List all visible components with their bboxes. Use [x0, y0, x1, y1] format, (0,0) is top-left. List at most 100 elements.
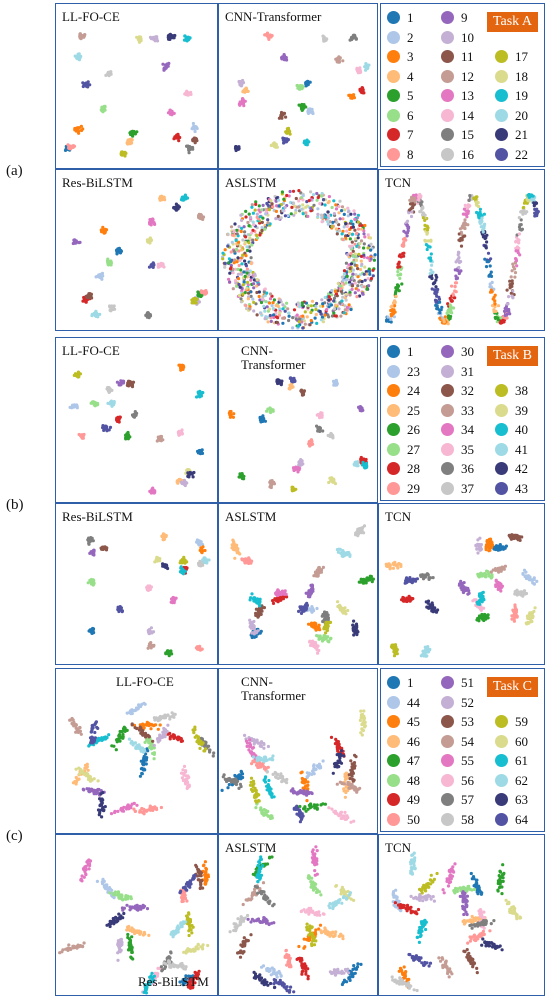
point [510, 279, 514, 283]
point [271, 601, 276, 605]
point [244, 89, 249, 93]
point [103, 427, 108, 431]
point [272, 143, 276, 147]
scatter [384, 533, 539, 658]
point [254, 202, 258, 206]
point [343, 308, 347, 312]
point [389, 320, 393, 324]
point [191, 147, 195, 151]
point [362, 578, 366, 582]
point [405, 223, 409, 227]
point [252, 278, 257, 282]
tsne-panel: ASLSTM [218, 503, 378, 665]
point [257, 282, 261, 286]
point [247, 224, 251, 228]
point [338, 56, 342, 60]
point [260, 208, 264, 212]
point [508, 312, 512, 316]
point [434, 273, 438, 277]
point [278, 307, 282, 311]
point [179, 566, 183, 570]
point [248, 598, 252, 602]
point [358, 242, 362, 246]
point [345, 224, 349, 229]
point [347, 270, 351, 274]
point [336, 550, 340, 554]
point [478, 615, 482, 619]
point [290, 205, 294, 209]
point [74, 373, 78, 377]
point [494, 316, 498, 320]
point [283, 205, 287, 209]
point [522, 568, 527, 572]
point [487, 574, 491, 578]
point [301, 212, 305, 216]
point [533, 606, 537, 610]
point [303, 139, 307, 143]
point [98, 275, 102, 279]
point [236, 272, 240, 276]
point [398, 276, 402, 280]
point [344, 292, 348, 296]
point [517, 225, 522, 229]
point [266, 218, 270, 222]
point [485, 539, 489, 543]
point [257, 208, 261, 212]
point [479, 597, 483, 601]
point [371, 274, 375, 278]
point [328, 220, 332, 224]
point [185, 468, 189, 472]
point [423, 218, 427, 222]
point [335, 57, 340, 61]
point [327, 298, 331, 302]
point [463, 203, 467, 207]
point [263, 287, 267, 291]
point [239, 474, 243, 478]
point [155, 39, 160, 43]
point [239, 229, 243, 234]
point [428, 272, 432, 276]
point [488, 282, 492, 286]
point [499, 316, 503, 320]
point [267, 301, 272, 305]
point [277, 589, 281, 593]
point [69, 147, 73, 151]
point [292, 308, 297, 312]
point [255, 290, 259, 295]
point [398, 272, 403, 276]
point [515, 264, 519, 268]
point [363, 265, 367, 269]
point [245, 248, 250, 253]
point [392, 315, 396, 319]
point [296, 301, 300, 305]
point [317, 623, 321, 627]
point [330, 293, 334, 297]
point [450, 284, 454, 288]
point [481, 228, 485, 232]
point [263, 419, 267, 423]
point [340, 232, 344, 236]
point [341, 59, 345, 63]
point [350, 244, 354, 248]
point [516, 538, 520, 542]
point [130, 138, 134, 142]
point [285, 301, 289, 305]
point [429, 268, 433, 272]
point [162, 538, 166, 542]
point [450, 299, 454, 303]
point [251, 228, 255, 232]
point [180, 428, 184, 432]
point [322, 619, 326, 623]
point [318, 304, 322, 308]
point [240, 248, 244, 252]
legend-label: 19 [515, 88, 528, 103]
point [148, 220, 152, 224]
point [257, 294, 261, 299]
point [287, 311, 291, 315]
point [223, 265, 227, 269]
point [196, 451, 200, 455]
point [427, 577, 431, 581]
point [402, 229, 406, 233]
point [402, 254, 406, 258]
point [358, 66, 362, 70]
